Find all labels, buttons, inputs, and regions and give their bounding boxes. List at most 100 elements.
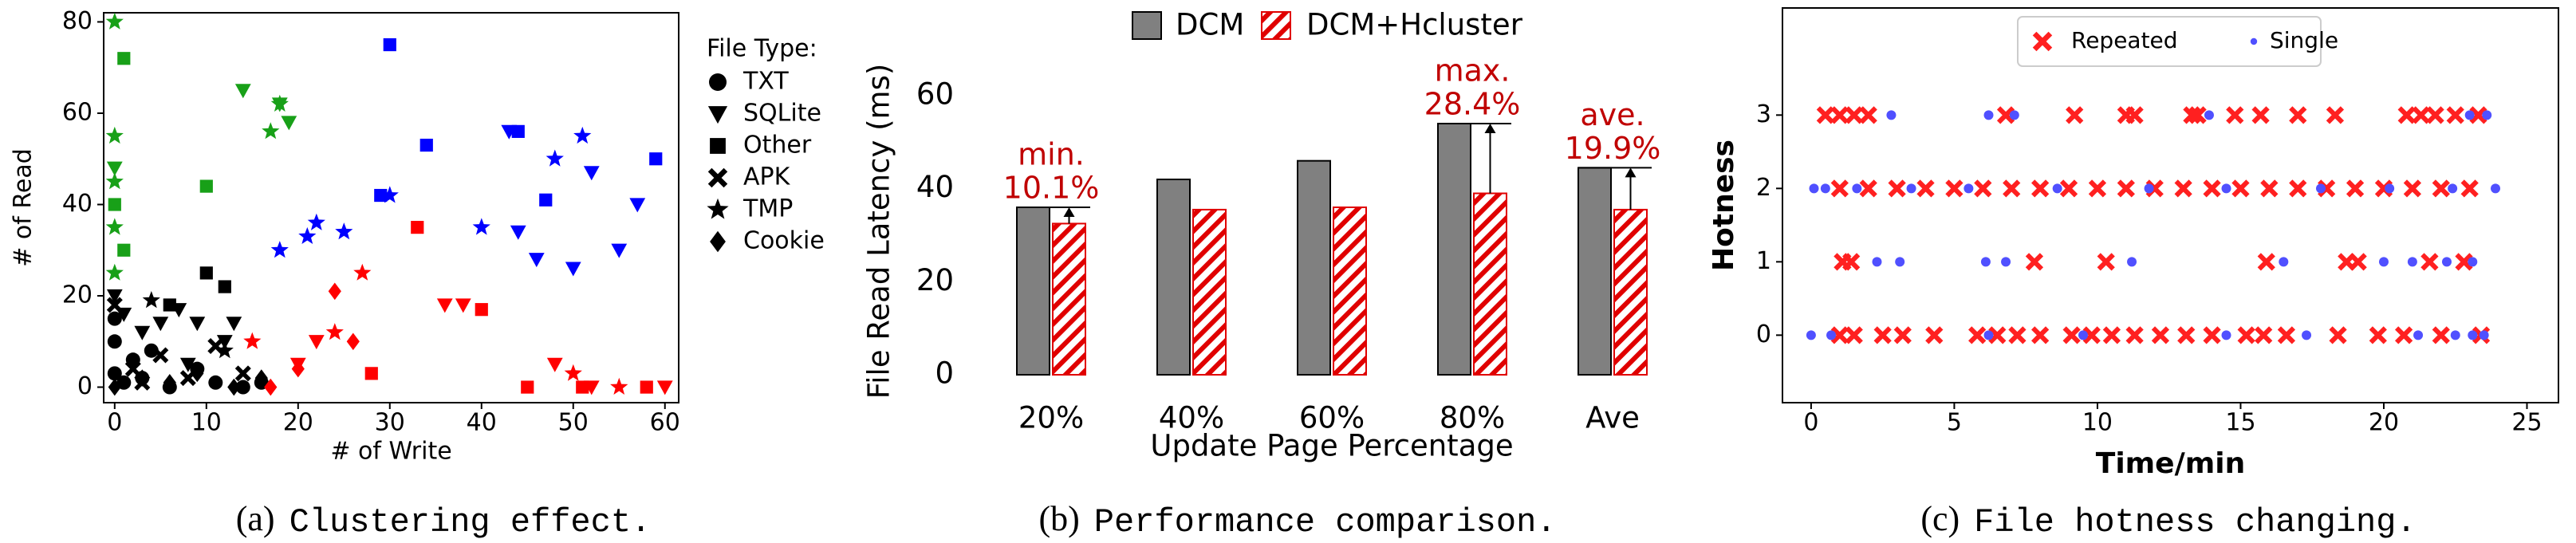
point bbox=[565, 262, 581, 277]
point bbox=[1893, 326, 1912, 344]
y-tick-label: 40 bbox=[916, 170, 954, 204]
point bbox=[226, 317, 242, 332]
point bbox=[270, 94, 289, 112]
bar bbox=[1052, 222, 1086, 376]
x-tick-label: 30 bbox=[375, 409, 405, 437]
legend-swatch bbox=[1261, 11, 1291, 40]
point bbox=[2127, 257, 2137, 267]
point bbox=[105, 263, 124, 281]
legend-marker bbox=[709, 73, 727, 91]
point bbox=[142, 291, 160, 309]
point bbox=[2277, 326, 2296, 344]
point bbox=[254, 369, 268, 387]
point bbox=[117, 52, 131, 65]
point bbox=[2174, 179, 2192, 198]
legend-marker bbox=[707, 198, 729, 219]
point bbox=[307, 213, 325, 230]
annotation-title: min. bbox=[1018, 137, 1085, 172]
point bbox=[136, 369, 149, 387]
point bbox=[179, 357, 196, 372]
y-tick-label: 20 bbox=[62, 281, 93, 309]
point bbox=[2145, 179, 2164, 198]
point bbox=[152, 317, 169, 332]
caption: (a) Clustering effect. bbox=[236, 499, 652, 541]
point bbox=[2097, 253, 2115, 271]
point bbox=[2460, 179, 2479, 198]
point bbox=[2397, 106, 2416, 124]
point bbox=[234, 84, 251, 99]
legend-marker bbox=[707, 106, 728, 124]
arrow-head bbox=[1625, 167, 1637, 178]
point bbox=[325, 323, 344, 340]
point bbox=[2413, 330, 2424, 340]
point bbox=[2052, 183, 2062, 194]
point bbox=[364, 367, 378, 380]
point bbox=[2204, 110, 2214, 120]
point bbox=[472, 218, 490, 235]
point bbox=[106, 289, 123, 304]
legend-title: File Type: bbox=[707, 35, 817, 63]
point bbox=[539, 193, 553, 207]
point bbox=[1806, 330, 1816, 340]
point bbox=[2441, 257, 2452, 267]
point bbox=[2177, 326, 2196, 344]
point bbox=[2426, 106, 2444, 124]
point bbox=[374, 188, 388, 203]
point bbox=[163, 374, 176, 392]
point bbox=[105, 12, 124, 30]
point bbox=[2289, 179, 2307, 198]
bar bbox=[1437, 123, 1471, 376]
point bbox=[2374, 179, 2393, 198]
point bbox=[108, 378, 121, 396]
point bbox=[2469, 106, 2487, 124]
point bbox=[2031, 179, 2050, 198]
point bbox=[1983, 110, 1994, 120]
point bbox=[1830, 326, 1849, 344]
point bbox=[2188, 106, 2207, 124]
annotation-value: 28.4% bbox=[1424, 87, 1521, 122]
point bbox=[270, 241, 289, 258]
point bbox=[262, 122, 280, 140]
point bbox=[2059, 179, 2078, 198]
point bbox=[2032, 31, 2053, 52]
x-axis-label: # of Write bbox=[330, 438, 451, 466]
annotation-title: ave. bbox=[1580, 97, 1644, 132]
point bbox=[2231, 179, 2250, 198]
legend-label: Other bbox=[743, 132, 812, 159]
point bbox=[1983, 330, 1994, 340]
point bbox=[124, 360, 141, 377]
y-tick-label: 0 bbox=[1756, 321, 1771, 348]
point bbox=[2315, 183, 2326, 194]
point bbox=[2183, 106, 2201, 124]
point bbox=[2250, 37, 2258, 45]
point bbox=[510, 225, 526, 240]
point bbox=[1859, 106, 1877, 124]
point bbox=[2432, 326, 2450, 344]
point bbox=[2446, 106, 2464, 124]
point bbox=[107, 334, 122, 349]
point bbox=[455, 298, 471, 313]
y-tick-label: 60 bbox=[62, 98, 93, 126]
point bbox=[2302, 330, 2312, 340]
x-tick-label: 50 bbox=[558, 409, 589, 437]
caption-label: (c) bbox=[1920, 499, 1960, 538]
point bbox=[546, 357, 563, 372]
y-tick-label: 3 bbox=[1756, 100, 1771, 128]
point bbox=[1925, 326, 1944, 344]
point bbox=[2450, 330, 2460, 340]
bar bbox=[1473, 192, 1507, 376]
y-tick-label: 0 bbox=[77, 372, 93, 400]
point bbox=[134, 325, 151, 340]
y-tick-label: 0 bbox=[935, 356, 954, 391]
y-tick-label: 40 bbox=[62, 190, 93, 218]
annotation-value: 19.9% bbox=[1565, 131, 1661, 166]
point bbox=[2066, 106, 2084, 124]
point bbox=[199, 179, 213, 193]
annotation-title: max. bbox=[1435, 53, 1511, 89]
legend-label: TMP bbox=[742, 195, 793, 223]
point bbox=[346, 332, 360, 351]
point bbox=[2009, 110, 2019, 120]
x-tick-label: 60% bbox=[1299, 401, 1365, 435]
point bbox=[1916, 179, 1935, 198]
